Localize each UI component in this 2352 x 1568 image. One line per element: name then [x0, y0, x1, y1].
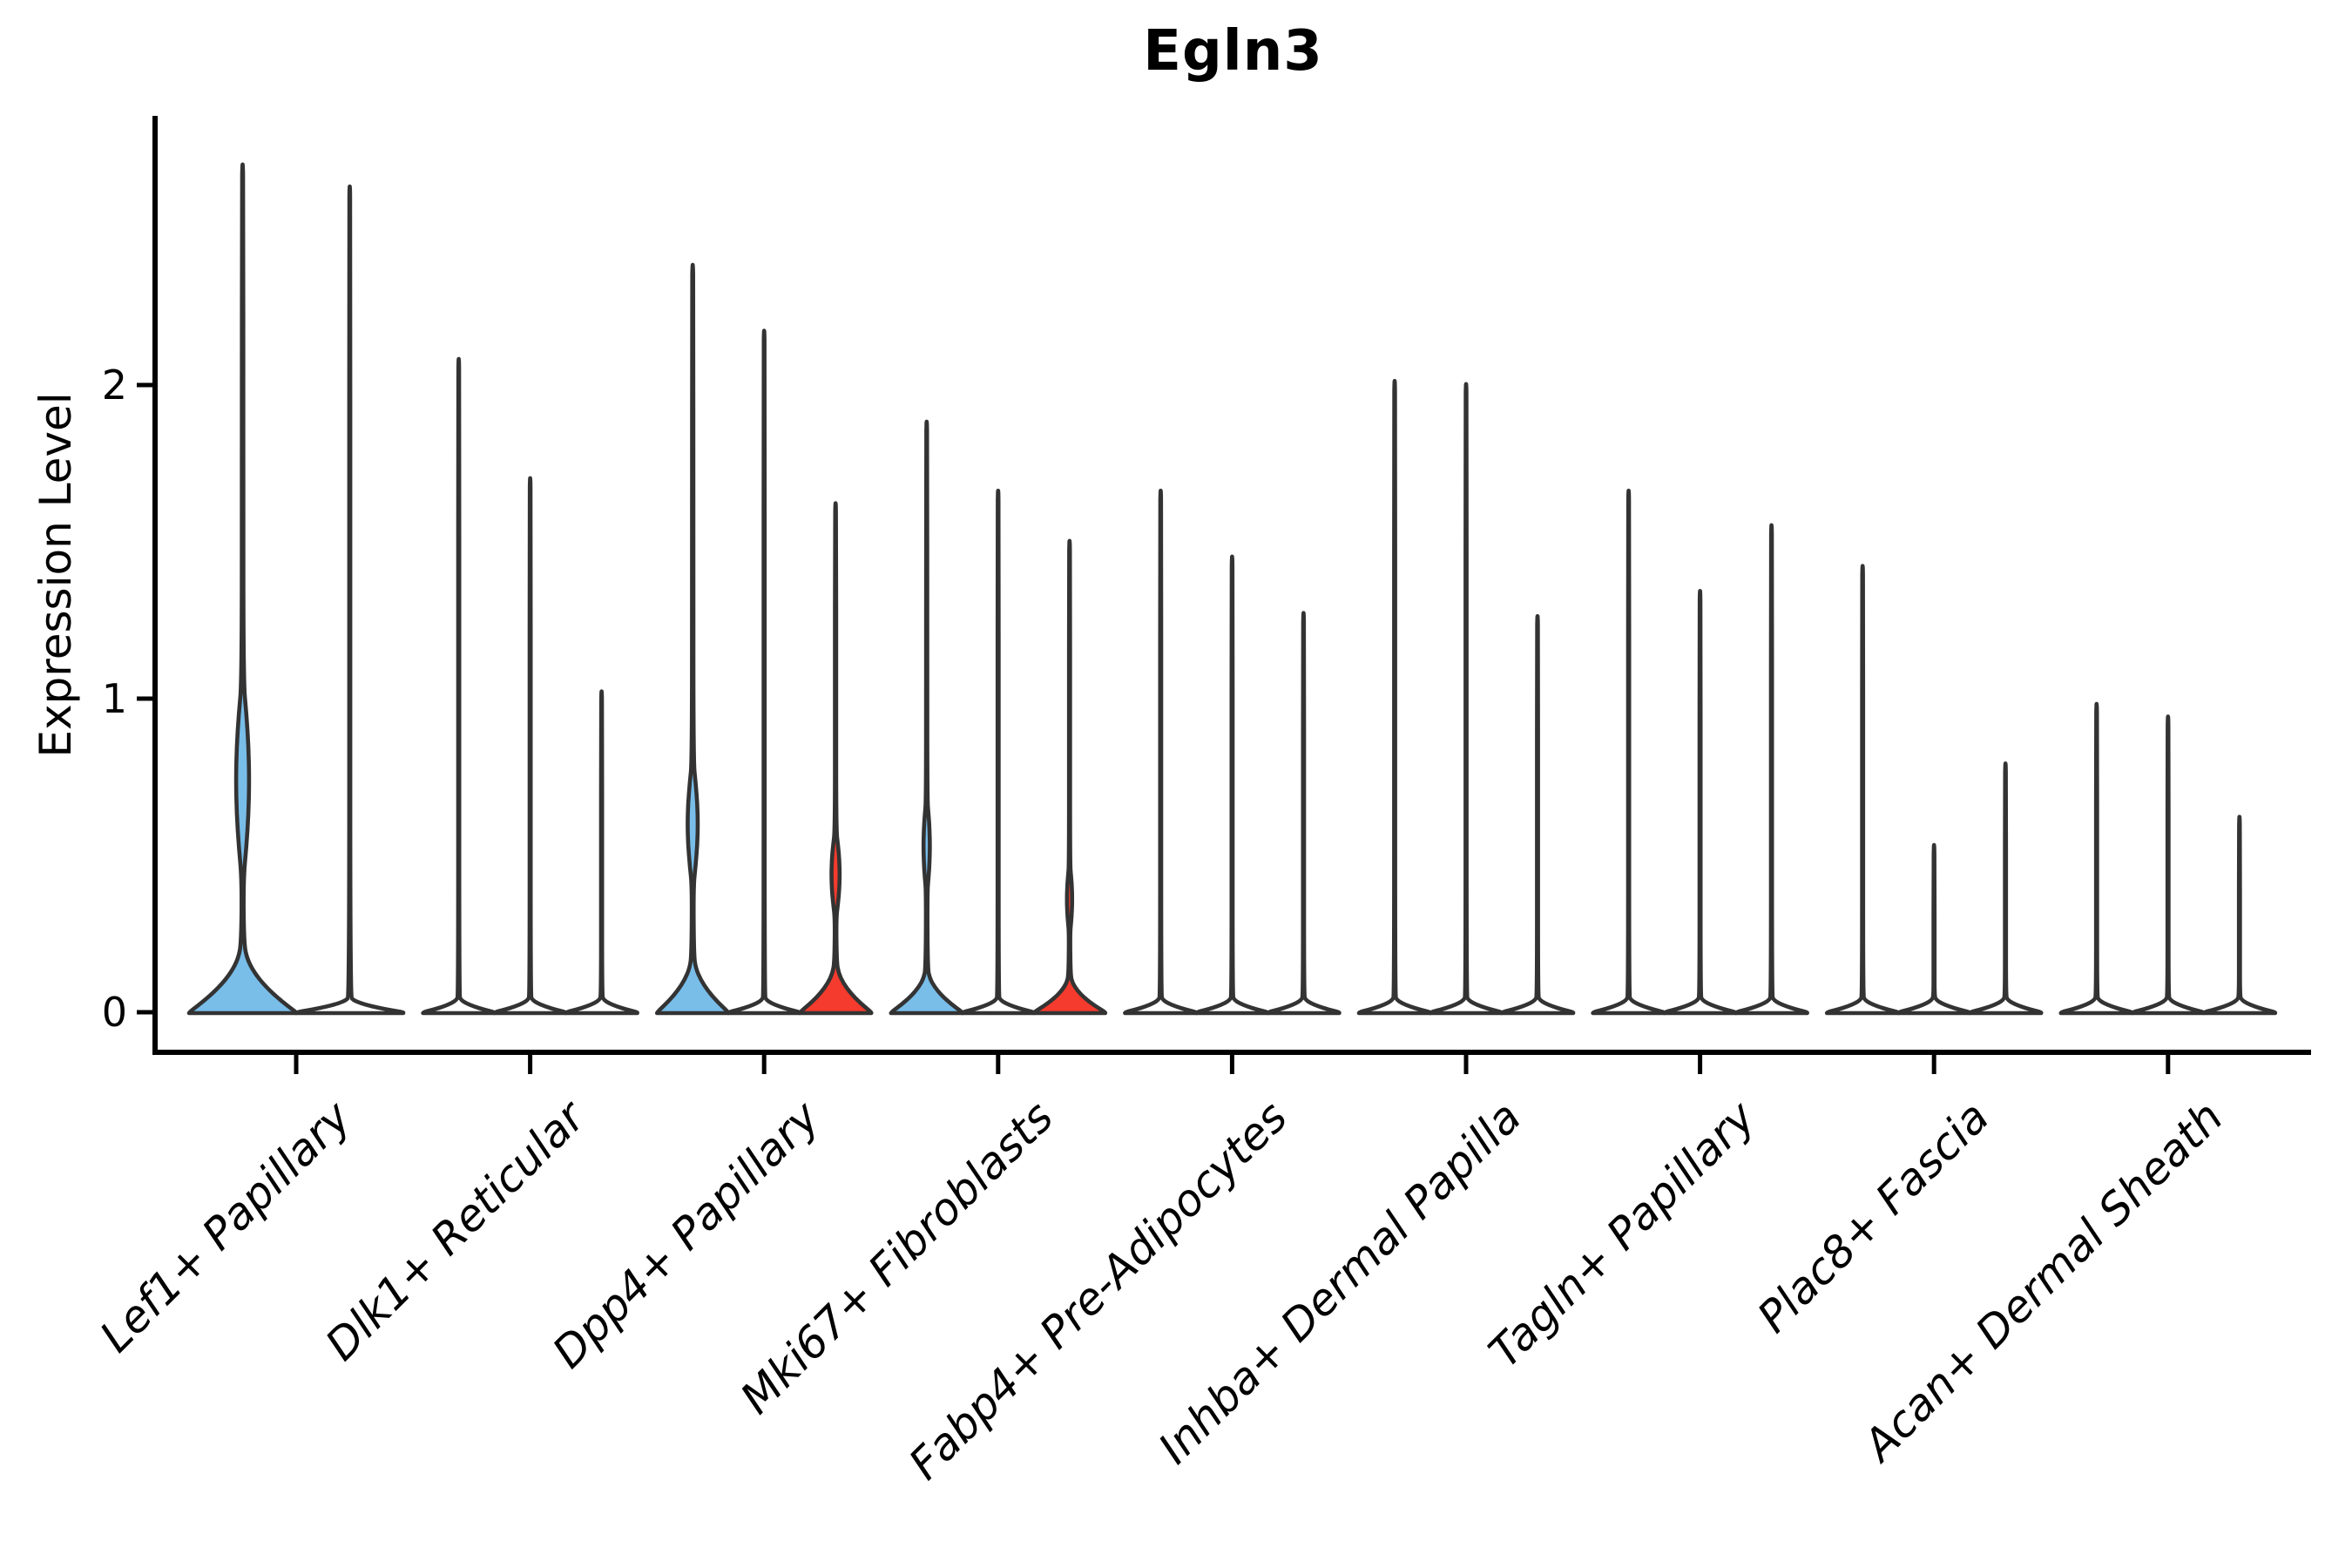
y-tick-label: 1	[101, 675, 127, 722]
violin	[421, 356, 497, 1016]
violin	[1123, 488, 1199, 1016]
violin	[1824, 564, 1901, 1016]
y-tick-label: 2	[101, 362, 127, 409]
violin	[1428, 382, 1504, 1016]
violin	[1896, 842, 1972, 1016]
violin	[726, 328, 802, 1016]
violin	[960, 488, 1037, 1016]
violin	[1967, 761, 2044, 1016]
violin	[1356, 378, 1433, 1016]
violin	[2130, 714, 2207, 1016]
violin	[2058, 701, 2135, 1016]
violin	[1662, 589, 1738, 1016]
violin	[1194, 554, 1270, 1016]
violin	[1591, 488, 1666, 1016]
violin	[2201, 814, 2278, 1016]
violin	[492, 476, 568, 1016]
violin	[1266, 611, 1342, 1016]
violin	[1734, 523, 1809, 1016]
violin	[889, 419, 965, 1016]
violin	[1031, 538, 1108, 1016]
violin	[654, 262, 731, 1016]
violin	[797, 501, 874, 1016]
chart-title: Egln3	[1143, 19, 1323, 84]
violin	[294, 184, 406, 1016]
y-tick-label: 0	[101, 989, 127, 1036]
violin	[564, 689, 639, 1016]
violin	[1499, 613, 1576, 1016]
violin	[186, 162, 299, 1016]
